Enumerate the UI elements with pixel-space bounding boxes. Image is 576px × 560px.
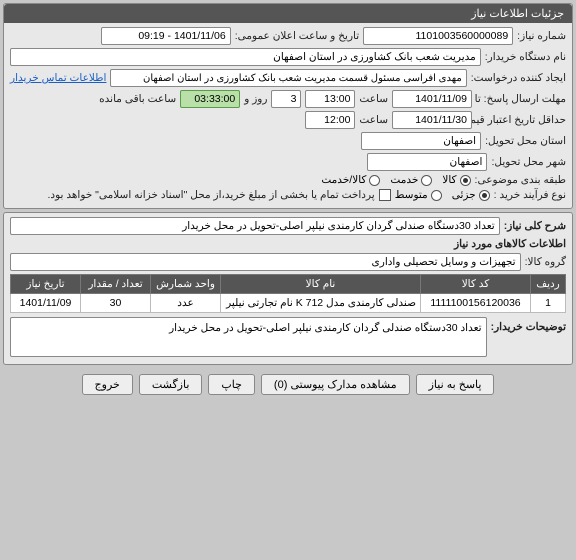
button-bar: پاسخ به نیاز مشاهده مدارک پیوستی (0) چاپ…: [0, 368, 576, 401]
th-name: نام کالا: [221, 275, 421, 294]
delivery-province: اصفهان: [361, 132, 481, 150]
th-date: تاریخ نیاز: [11, 275, 81, 294]
desc-value: تعداد 30دستگاه صندلی گردان کارمندی نیلپر…: [10, 217, 500, 235]
radio-service[interactable]: خدمت: [390, 174, 432, 186]
buyer-notes: تعداد 30دستگاه صندلی گردان کارمندی نیلپر…: [10, 317, 487, 357]
exit-button[interactable]: خروج: [82, 374, 133, 395]
announce-value: 1401/11/06 - 09:19: [101, 27, 231, 45]
creator-label: ایجاد کننده درخواست:: [471, 72, 566, 84]
need-number-value: 1101003560000089: [363, 27, 513, 45]
respond-button[interactable]: پاسخ به نیاز: [416, 374, 495, 395]
td-date: 1401/11/09: [11, 294, 81, 313]
td-index: 1: [531, 294, 566, 313]
deadline-date: 1401/11/09: [392, 90, 472, 108]
group-label: گروه کالا:: [525, 256, 566, 268]
panel-title: جزئیات اطلاعات نیاز: [4, 4, 572, 23]
deadline-label: مهلت ارسال پاسخ: تا تاریخ:: [476, 93, 566, 105]
th-unit: واحد شمارش: [151, 275, 221, 294]
radio-dot-icon: [479, 190, 490, 201]
th-code: کد کالا: [421, 275, 531, 294]
td-unit: عدد: [151, 294, 221, 313]
process-label: نوع فرآیند خرید :: [494, 189, 566, 201]
radio-dot-icon: [431, 190, 442, 201]
radio-goods[interactable]: کالا: [442, 174, 470, 186]
group-value: تجهیزات و وسایل تحصیلی واداری: [10, 253, 521, 271]
process-radio-group: جزئی متوسط: [395, 189, 490, 201]
payment-checkbox[interactable]: [379, 189, 391, 201]
delivery-city-label: شهر محل تحویل:: [491, 156, 566, 168]
back-button[interactable]: بازگشت: [139, 374, 203, 395]
delivery-city: اصفهان: [367, 153, 487, 171]
buyer-label: نام دستگاه خریدار:: [485, 51, 566, 63]
th-qty: تعداد / مقدار: [81, 275, 151, 294]
need-number-label: شماره نیاز:: [517, 30, 566, 42]
goods-section-title: اطلاعات کالاهای مورد نیاز: [454, 238, 566, 250]
remain-label: ساعت باقی مانده: [99, 93, 176, 105]
contact-link[interactable]: اطلاعات تماس خریدار: [10, 72, 106, 84]
saat-label-2: ساعت: [359, 114, 388, 126]
td-code: 1111100156120036: [421, 294, 531, 313]
print-button[interactable]: چاپ: [208, 374, 255, 395]
day-value: 3: [271, 90, 301, 108]
subject-radio-group: کالا خدمت کالا/خدمت: [321, 174, 470, 186]
deadline-time: 13:00: [305, 90, 355, 108]
buyer-value: مدیریت شعب بانک کشاورزی در استان اصفهان: [10, 48, 481, 66]
saat-label-1: ساعت: [359, 93, 388, 105]
buyer-notes-label: توضیحات خریدار:: [491, 317, 566, 333]
payment-note: پرداخت تمام یا بخشی از مبلغ خرید،از محل …: [48, 189, 375, 201]
delivery-province-label: استان محل تحویل:: [485, 135, 566, 147]
radio-dot-icon: [421, 175, 432, 186]
goods-table: ردیف کد کالا نام کالا واحد شمارش تعداد /…: [10, 274, 566, 313]
attachments-button[interactable]: مشاهده مدارک پیوستی (0): [261, 374, 410, 395]
radio-dot-icon: [460, 175, 471, 186]
day-label: روز و: [244, 93, 267, 105]
price-date: 1401/11/30: [392, 111, 472, 129]
radio-partial[interactable]: جزئی: [452, 189, 490, 201]
price-date-label: حداقل تاریخ اعتبار قیمت: تا تاریخ:: [476, 114, 566, 126]
announce-label: تاریخ و ساعت اعلان عمومی:: [235, 30, 359, 42]
radio-dot-icon: [369, 175, 380, 186]
td-qty: 30: [81, 294, 151, 313]
price-time: 12:00: [305, 111, 355, 129]
remain-time: 03:33:00: [180, 90, 240, 108]
goods-panel: شرح کلی نیاز: تعداد 30دستگاه صندلی گردان…: [3, 212, 573, 365]
desc-label: شرح کلی نیاز:: [504, 220, 566, 232]
subject-class-label: طبقه بندی موضوعی:: [475, 174, 566, 186]
td-name: صندلی کارمندی مدل K 712 نام تجارتی نیلپر: [221, 294, 421, 313]
th-index: ردیف: [531, 275, 566, 294]
radio-medium[interactable]: متوسط: [395, 189, 442, 201]
radio-goods-service[interactable]: کالا/خدمت: [321, 174, 380, 186]
details-panel: جزئیات اطلاعات نیاز شماره نیاز: 11010035…: [3, 3, 573, 209]
creator-value: مهدی افراسی مسئول قسمت مدیریت شعب بانک ک…: [110, 69, 466, 87]
table-row[interactable]: 1 1111100156120036 صندلی کارمندی مدل K 7…: [11, 294, 566, 313]
